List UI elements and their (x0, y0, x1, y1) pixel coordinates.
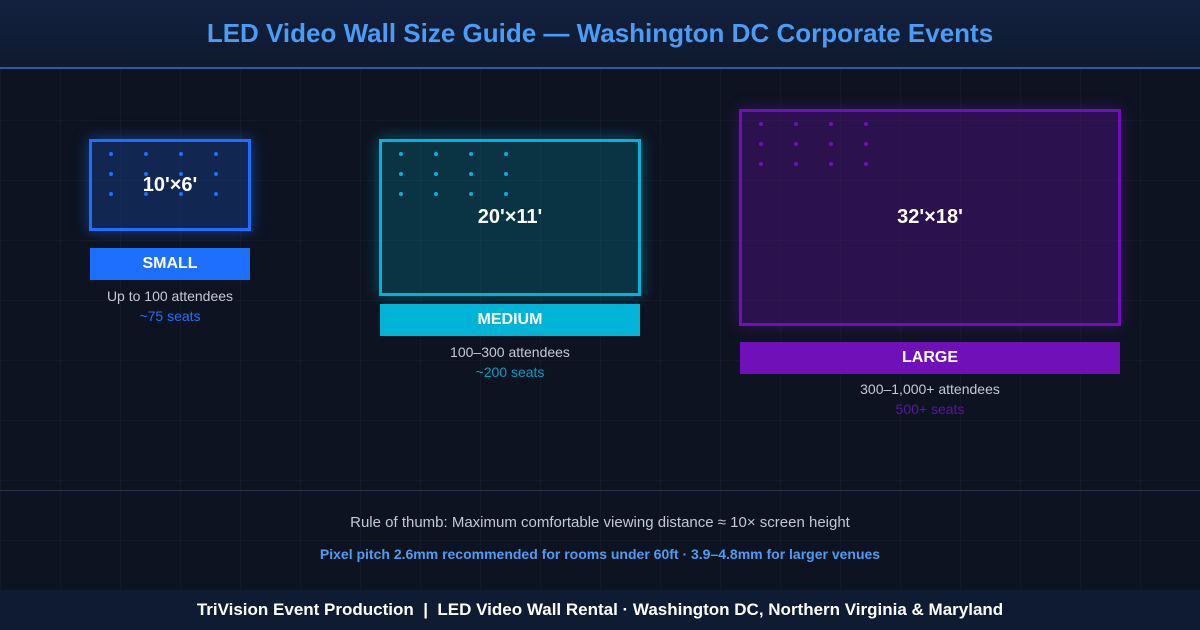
pixel-dot (144, 152, 148, 156)
pixel-dot (144, 172, 148, 176)
large-wall-diagram: 32'×18' (739, 109, 1121, 326)
footer: TriVision Event Production | LED Video W… (0, 590, 1200, 630)
small-info: Up to 100 attendees ~75 seats (50, 286, 290, 326)
pixel-dot (864, 122, 868, 126)
rule-of-thumb: Rule of thumb: Maximum comfortable viewi… (350, 514, 850, 531)
medium-info: 100–300 attendees ~200 seats (390, 342, 630, 382)
pixel-dot (214, 172, 218, 176)
pixel-dot (469, 192, 473, 196)
pixel-pitch-note: Pixel pitch 2.6mm recommended for rooms … (319, 546, 881, 562)
pixel-dot (144, 192, 148, 196)
pixel-dot (829, 142, 833, 146)
pixel-dot (469, 152, 473, 156)
pixel-dot (864, 162, 868, 166)
large-info: 300–1,000+ attendees 500+ seats (780, 379, 1080, 419)
pixel-dot (829, 122, 833, 126)
attendees: 100–300 attendees (450, 344, 570, 360)
pixel-dot (504, 172, 508, 176)
pixel-dot (504, 152, 508, 156)
pixel-dot (759, 162, 763, 166)
wall-dimensions: 10'×6' (142, 173, 198, 196)
pixel-dot (759, 142, 763, 146)
small-wall-diagram: 10'×6' (89, 139, 251, 231)
pixel-dot (434, 192, 438, 196)
size-label-medium: MEDIUM (380, 304, 640, 336)
pixel-dot (109, 172, 113, 176)
pixel-dot (434, 172, 438, 176)
seats: 500+ seats (895, 401, 965, 417)
pixel-dots (759, 122, 899, 182)
pixel-dot (179, 172, 183, 176)
pixel-dot (434, 152, 438, 156)
pixel-dot (109, 192, 113, 196)
attendees: Up to 100 attendees (106, 288, 234, 304)
wall-dimensions: 20'×11' (477, 206, 543, 228)
pixel-dot (214, 192, 218, 196)
attendees: 300–1,000+ attendees (860, 381, 1000, 397)
pixel-dot (214, 152, 218, 156)
pixel-dot (179, 192, 183, 196)
size-label-large: LARGE (740, 342, 1120, 374)
pixel-dot (399, 172, 403, 176)
seats: ~200 seats (475, 364, 545, 380)
pixel-dot (399, 152, 403, 156)
footer-text: TriVision Event Production | LED Video W… (196, 600, 1004, 619)
page-title: LED Video Wall Size Guide — Washington D… (206, 18, 994, 48)
pixel-dot (794, 162, 798, 166)
pixel-dot (109, 152, 113, 156)
pixel-dot (759, 122, 763, 126)
pixel-dot (399, 192, 403, 196)
pixel-dot (794, 142, 798, 146)
pixel-dot (864, 142, 868, 146)
medium-wall-diagram: 20'×11' (379, 139, 641, 296)
header: LED Video Wall Size Guide — Washington D… (0, 0, 1200, 69)
pixel-dots (109, 152, 249, 212)
pixel-dot (504, 192, 508, 196)
divider (0, 490, 1200, 491)
seats: ~75 seats (139, 308, 201, 324)
pixel-dot (829, 162, 833, 166)
pixel-dot (179, 152, 183, 156)
size-label-small: SMALL (90, 248, 250, 280)
wall-dimensions: 32'×18' (897, 206, 963, 228)
pixel-dots (399, 152, 539, 212)
pixel-dot (794, 122, 798, 126)
pixel-dot (469, 172, 473, 176)
